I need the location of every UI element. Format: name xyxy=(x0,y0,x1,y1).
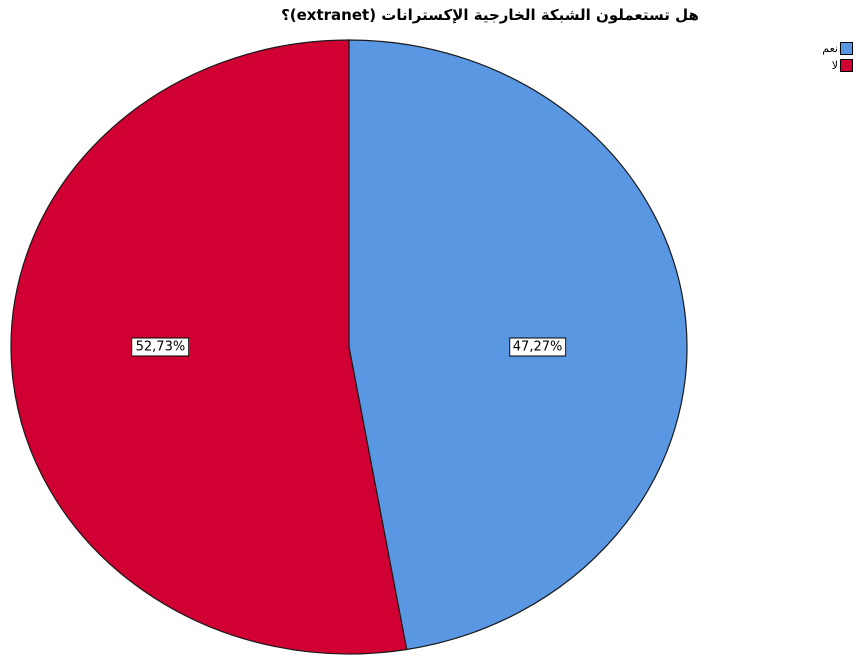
chart-title: هل تستعملون الشبكة الخارجية الإكسترانات … xyxy=(281,6,699,24)
data-label-no: 52,73% xyxy=(131,337,190,357)
legend-label-no: لا xyxy=(831,59,838,72)
legend-item-yes: نعم xyxy=(809,40,853,57)
legend-swatch-no xyxy=(840,59,853,72)
data-label-yes: 47,27% xyxy=(508,337,567,357)
pie-slice-no xyxy=(10,39,408,655)
legend-label-yes: نعم xyxy=(822,42,838,55)
legend-item-no: لا xyxy=(809,57,853,74)
legend-swatch-yes xyxy=(840,42,853,55)
legend: نعم لا xyxy=(809,40,853,74)
